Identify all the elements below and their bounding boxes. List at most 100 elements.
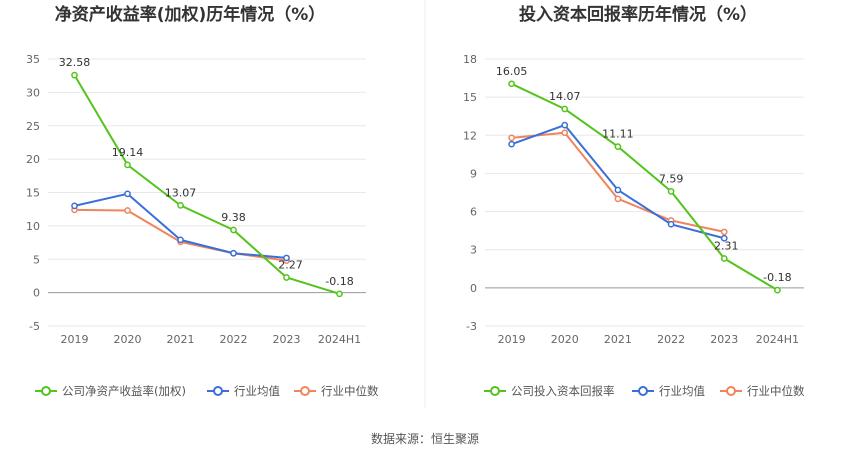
roic-data-label: 2.31 bbox=[714, 239, 739, 252]
roe-data-label: 32.58 bbox=[59, 56, 91, 69]
roic-x-tick-label: 2021 bbox=[604, 333, 632, 346]
roic-data-label: 16.05 bbox=[496, 65, 528, 78]
legend-marker-icon bbox=[213, 386, 223, 396]
roic-avg-point bbox=[614, 186, 622, 194]
roic-median-point bbox=[561, 129, 569, 137]
roe-data-label: 13.07 bbox=[165, 186, 197, 199]
roic-avg-point bbox=[720, 234, 728, 242]
roic-x-tick-label: 2019 bbox=[498, 333, 526, 346]
roe-x-tick-label: 2020 bbox=[114, 333, 142, 346]
roic-y-tick-label: 0 bbox=[470, 282, 477, 295]
roic-y-tick-label: 18 bbox=[463, 53, 477, 66]
roe-x-tick-label: 2019 bbox=[61, 333, 89, 346]
roic-series bbox=[508, 80, 781, 294]
roe-y-tick-label: 5 bbox=[33, 253, 40, 266]
roe-data-labels: 32.58 19.14 13.07 9.38 2.27 -0.18 bbox=[59, 56, 354, 288]
roic-data-labels: 16.05 14.07 11.11 7.59 2.31 -0.18 bbox=[496, 65, 792, 284]
roe-series bbox=[71, 71, 343, 298]
roic-data-label: 14.07 bbox=[549, 90, 581, 103]
roe-axes: 35 30 25 20 15 10 5 0 -5 2019 2020 2021 2022 2023 2024… bbox=[26, 53, 366, 346]
roe-y-tick-label: 20 bbox=[26, 153, 40, 166]
roe-chart-title: 净资产收益率(加权)历年情况（%） bbox=[55, 4, 326, 25]
roe-company-point bbox=[336, 290, 343, 298]
roe-x-tick-label: 2022 bbox=[220, 333, 248, 346]
roic-company-point bbox=[720, 255, 728, 262]
roic-grid bbox=[485, 58, 804, 327]
roe-y-tick-label: -5 bbox=[29, 320, 40, 333]
roe-legend[interactable]: 公司净资产收益率(加权) 行业均值 行业中位数 bbox=[35, 384, 379, 398]
legend-label: 公司投入资本回报率 bbox=[511, 384, 615, 398]
legend-marker-icon bbox=[490, 386, 500, 396]
roic-legend-item-company[interactable]: 公司投入资本回报率 bbox=[484, 384, 615, 398]
roe-legend-item-median[interactable]: 行业中位数 bbox=[294, 384, 379, 398]
roe-y-tick-label: 0 bbox=[33, 287, 40, 300]
roic-legend-item-median[interactable]: 行业中位数 bbox=[720, 384, 805, 398]
roic-company-point bbox=[774, 286, 781, 294]
roic-x-tick-label: 2023 bbox=[710, 333, 738, 346]
roe-company-point bbox=[124, 161, 131, 169]
roic-avg-point bbox=[508, 140, 515, 148]
roe-y-tick-label: 10 bbox=[26, 220, 40, 233]
roe-avg-point bbox=[230, 249, 237, 257]
roe-legend-item-company[interactable]: 公司净资产收益率(加权) bbox=[35, 384, 186, 398]
roic-median-point bbox=[614, 195, 622, 203]
roic-company-point bbox=[614, 143, 622, 150]
legend-label: 行业均值 bbox=[234, 384, 280, 398]
roic-data-label: -0.18 bbox=[763, 271, 791, 284]
roe-x-tick-label: 2023 bbox=[273, 333, 301, 346]
roe-company-point bbox=[71, 71, 78, 79]
roe-data-label: 19.14 bbox=[112, 146, 144, 159]
roe-y-tick-label: 35 bbox=[26, 53, 40, 66]
roic-y-tick-label: 9 bbox=[470, 167, 477, 180]
roic-legend[interactable]: 公司投入资本回报率 行业均值 行业中位数 bbox=[484, 384, 805, 398]
roic-avg-point bbox=[561, 121, 569, 129]
roic-median-point bbox=[508, 134, 515, 142]
roic-company-line bbox=[511, 82, 778, 292]
roic-x-tick-label: 2020 bbox=[551, 333, 579, 346]
roic-axes: 18 15 12 9 6 3 0 -3 2019 2020 2021 2022 2023 2024H1 bbox=[463, 53, 804, 346]
roic-avg-point bbox=[667, 220, 675, 228]
legend-marker-icon bbox=[638, 386, 648, 396]
roic-legend-item-avg[interactable]: 行业均值 bbox=[632, 384, 705, 398]
roe-chart-panel: 净资产收益率(加权)历年情况（%） 35 30 25 20 15 10 5 0 -5 2019 20… bbox=[26, 4, 379, 398]
data-source-note: 数据来源：恒生聚源 bbox=[371, 431, 479, 446]
roic-x-tick-label: 2022 bbox=[657, 333, 685, 346]
roe-company-point bbox=[230, 226, 237, 234]
roe-avg-point bbox=[71, 202, 78, 210]
roic-data-label: 11.11 bbox=[602, 128, 634, 141]
roic-chart-title: 投入资本回报率历年情况（%） bbox=[519, 4, 757, 25]
roe-company-line bbox=[73, 74, 340, 295]
roe-median-line bbox=[74, 208, 287, 262]
roe-median-point bbox=[124, 207, 131, 214]
roic-y-tick-label: -3 bbox=[466, 320, 477, 333]
roic-y-tick-label: 3 bbox=[470, 244, 477, 257]
roic-avg-line bbox=[511, 124, 725, 240]
roe-y-tick-label: 30 bbox=[26, 86, 40, 99]
roe-legend-item-avg[interactable]: 行业均值 bbox=[207, 384, 280, 398]
legend-label: 行业均值 bbox=[659, 384, 705, 398]
legend-label: 行业中位数 bbox=[747, 384, 805, 398]
roe-x-tick-label: 2024H1 bbox=[318, 333, 361, 346]
roe-grid bbox=[48, 58, 366, 327]
roe-x-tick-label: 2021 bbox=[167, 333, 195, 346]
roe-data-label: 9.38 bbox=[221, 211, 246, 224]
roe-data-label: -0.18 bbox=[325, 275, 353, 288]
roe-y-tick-label: 15 bbox=[26, 187, 40, 200]
roe-data-label: 2.27 bbox=[278, 258, 303, 271]
roe-avg-point bbox=[177, 236, 184, 244]
roic-y-tick-label: 6 bbox=[470, 206, 477, 219]
roic-median-point bbox=[720, 228, 728, 236]
roic-data-label: 7.59 bbox=[659, 172, 684, 185]
legend-marker-icon bbox=[41, 386, 51, 396]
roe-avg-point bbox=[124, 190, 131, 198]
legend-label: 行业中位数 bbox=[321, 384, 379, 398]
legend-label: 公司净资产收益率(加权) bbox=[62, 384, 186, 398]
legend-marker-icon bbox=[726, 386, 736, 396]
roic-company-point bbox=[561, 105, 569, 113]
roic-x-tick-label: 2024H1 bbox=[756, 333, 799, 346]
roic-chart-panel: 投入资本回报率历年情况（%） 18 15 12 9 6 3 0 -3 2019 2020 2021 2… bbox=[463, 4, 805, 398]
roic-y-tick-label: 12 bbox=[463, 129, 477, 142]
legend-marker-icon bbox=[300, 386, 310, 396]
roe-company-point bbox=[177, 202, 184, 209]
